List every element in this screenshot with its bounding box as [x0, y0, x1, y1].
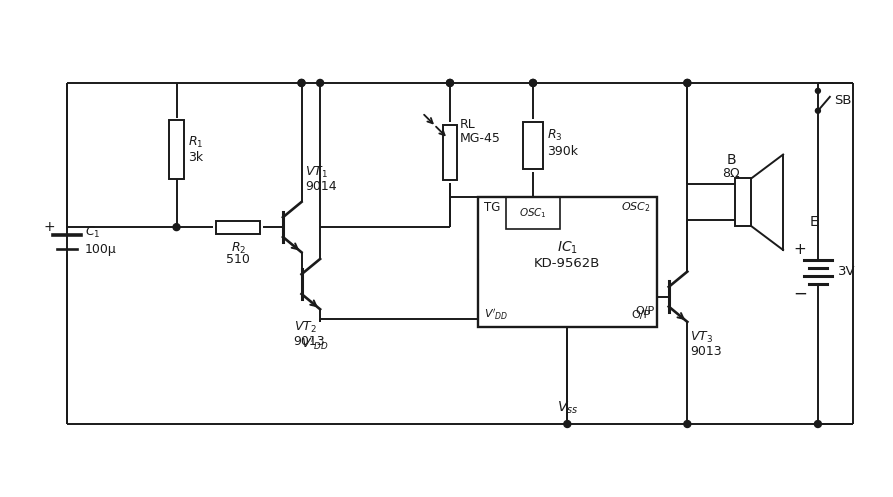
Text: −: − [793, 285, 807, 303]
Bar [523, 122, 543, 169]
Text: $VT_2$: $VT_2$ [294, 320, 316, 334]
Bar [735, 178, 751, 226]
Bar [505, 197, 561, 229]
Bar [216, 221, 260, 234]
Circle shape [684, 420, 691, 427]
Circle shape [530, 80, 537, 86]
Circle shape [530, 80, 537, 86]
Text: O/P: O/P [636, 306, 655, 316]
Text: 390k: 390k [547, 145, 578, 158]
Text: +: + [44, 220, 55, 234]
Circle shape [446, 80, 454, 86]
Text: SB: SB [834, 94, 851, 107]
Text: KD-9562B: KD-9562B [534, 257, 600, 270]
Text: $OSC_2$: $OSC_2$ [622, 200, 651, 214]
Text: $OSC_1$: $OSC_1$ [519, 206, 547, 220]
Text: 9013: 9013 [690, 345, 722, 358]
Text: 3k: 3k [188, 151, 204, 164]
Circle shape [815, 108, 821, 113]
Text: O/P: O/P [631, 310, 651, 320]
Bar [478, 197, 657, 327]
Text: 100μ: 100μ [85, 244, 117, 256]
Text: $IC_1$: $IC_1$ [557, 240, 578, 256]
Text: +: + [794, 243, 806, 257]
Text: 8Ω: 8Ω [722, 167, 740, 180]
Text: TG: TG [484, 201, 500, 214]
Circle shape [298, 80, 305, 86]
Text: E: E [810, 215, 818, 229]
Bar [169, 120, 184, 179]
Text: 9013: 9013 [294, 334, 325, 347]
Text: B: B [727, 154, 736, 167]
Text: RL: RL [460, 118, 476, 131]
Circle shape [298, 80, 305, 86]
Circle shape [563, 420, 571, 427]
Text: $VT_3$: $VT_3$ [690, 330, 714, 345]
Text: $V_{ss}$: $V_{ss}$ [556, 400, 578, 416]
Text: 9014: 9014 [305, 179, 338, 192]
Text: $R_2$: $R_2$ [230, 241, 246, 256]
Circle shape [684, 80, 691, 86]
Circle shape [815, 88, 821, 93]
Circle shape [173, 224, 180, 231]
Text: $V'_{DD}$: $V'_{DD}$ [484, 307, 508, 322]
Text: $R_1$: $R_1$ [188, 135, 204, 150]
Circle shape [684, 80, 691, 86]
Text: $VT_1$: $VT_1$ [305, 165, 329, 180]
Text: $C_1$: $C_1$ [85, 225, 101, 240]
Bar [443, 125, 457, 180]
Text: $R_3$: $R_3$ [547, 128, 563, 143]
Circle shape [317, 80, 323, 86]
Circle shape [446, 80, 454, 86]
Text: MG-45: MG-45 [460, 132, 501, 145]
Text: 3V: 3V [838, 265, 855, 278]
Text: 510: 510 [226, 253, 250, 266]
Circle shape [814, 420, 822, 427]
Text: $V'_{DD}$: $V'_{DD}$ [302, 335, 329, 352]
